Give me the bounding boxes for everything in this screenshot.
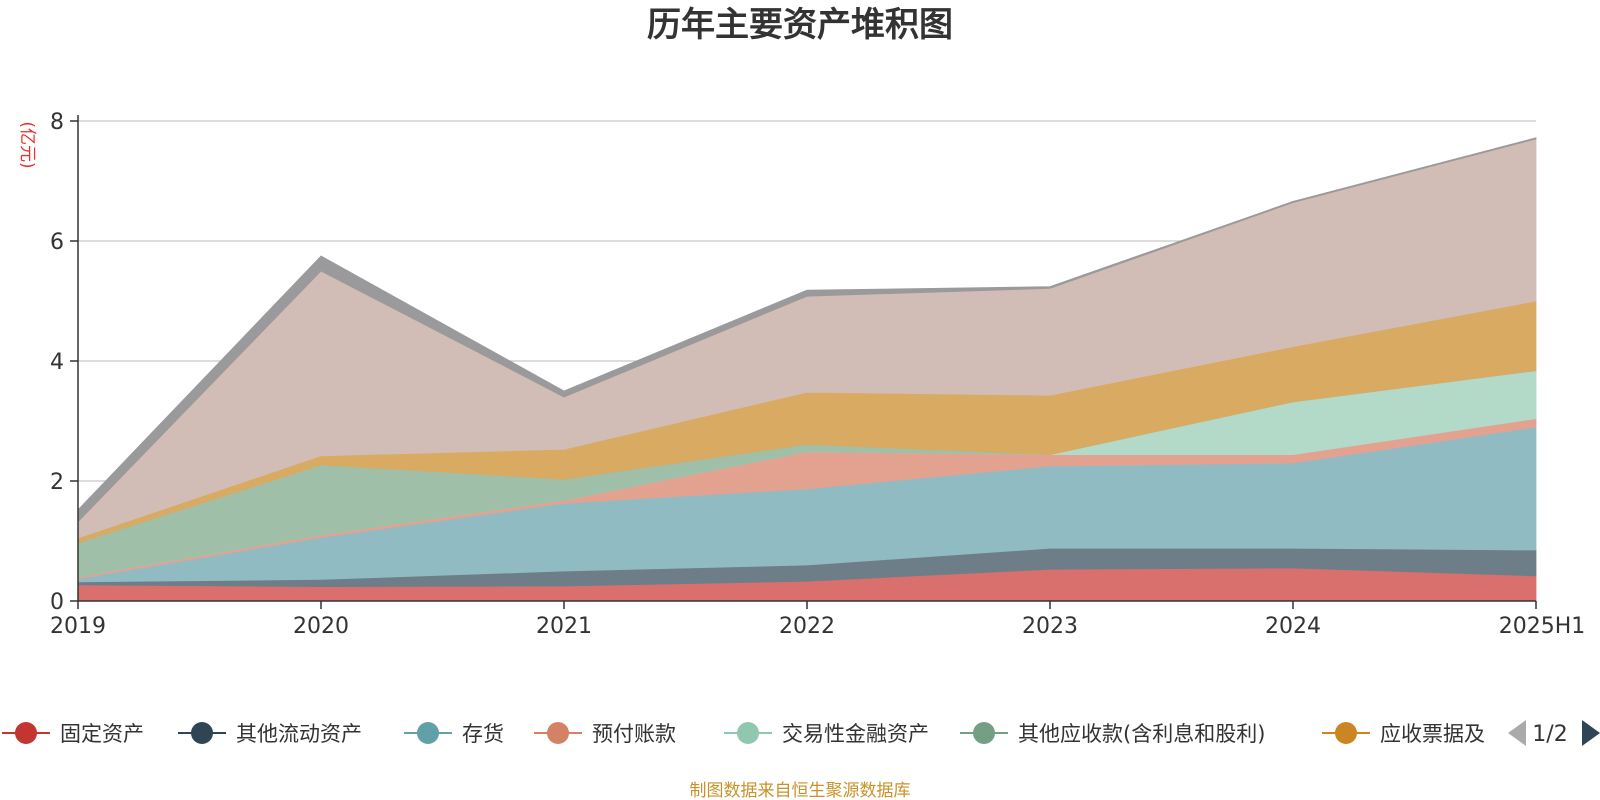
legend: 固定资产 其他流动资产 存货 预付账款 交易性金融资产 其他应收款(含利息和股利) 应收票据… — [2, 722, 1485, 746]
x-tick-label: 2023 — [1022, 614, 1078, 639]
y-tick-label: 2 — [50, 470, 64, 495]
data-source-footer: 制图数据来自恒生聚源数据库 — [690, 781, 911, 800]
axes: 0 2 4 6 8 2019 2020 2021 2022 2023 2024 2025H1 — [50, 110, 1585, 639]
y-tick-label: 8 — [50, 110, 64, 135]
legend-pager: 1/2 — [1508, 720, 1600, 747]
legend-label: 应收票据及 — [1380, 722, 1485, 746]
area-series-9 — [77, 137, 1537, 523]
y-tick-label: 6 — [50, 230, 64, 255]
x-tick-label: 2020 — [293, 614, 349, 639]
legend-marker-icon — [15, 722, 37, 744]
x-tick-label: 2022 — [779, 614, 835, 639]
legend-item[interactable]: 交易性金融资产 — [724, 722, 929, 746]
legend-prev-page-icon[interactable] — [1508, 720, 1526, 746]
legend-label: 交易性金融资产 — [782, 722, 929, 746]
x-tick-label: 2024 — [1265, 614, 1321, 639]
y-axis-unit-label: (亿元) — [17, 121, 37, 168]
legend-marker-icon — [191, 722, 213, 744]
chart-title: 历年主要资产堆积图 — [647, 5, 953, 45]
legend-item[interactable]: 应收票据及 — [1322, 722, 1485, 746]
legend-next-page-icon[interactable] — [1582, 720, 1600, 746]
legend-marker-icon — [973, 722, 995, 744]
series-areas — [77, 137, 1537, 602]
legend-page-indicator: 1/2 — [1532, 722, 1567, 747]
legend-item[interactable]: 其他流动资产 — [178, 722, 362, 746]
x-tick-label: 2021 — [536, 614, 592, 639]
legend-marker-icon — [417, 722, 439, 744]
x-tick-label: 2025H1 — [1499, 614, 1586, 639]
y-tick-label: 0 — [50, 590, 64, 615]
legend-label: 固定资产 — [60, 722, 144, 746]
legend-item[interactable]: 存货 — [404, 722, 504, 746]
legend-label: 其他流动资产 — [236, 722, 362, 746]
legend-marker-icon — [737, 722, 759, 744]
legend-label: 其他应收款(含利息和股利) — [1018, 722, 1265, 746]
y-tick-label: 4 — [50, 350, 64, 375]
legend-marker-icon — [547, 722, 569, 744]
legend-item[interactable]: 固定资产 — [2, 722, 144, 746]
x-tick-label: 2019 — [50, 614, 106, 639]
legend-label: 预付账款 — [592, 722, 676, 746]
legend-item[interactable]: 其他应收款(含利息和股利) — [960, 722, 1265, 746]
legend-marker-icon — [1335, 722, 1357, 744]
legend-label: 存货 — [462, 722, 504, 746]
legend-item[interactable]: 预付账款 — [534, 722, 676, 746]
